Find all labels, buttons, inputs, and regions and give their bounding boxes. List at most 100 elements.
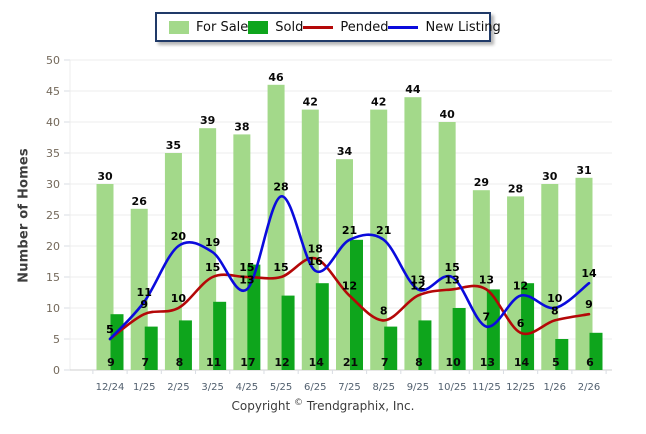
legend-item-sold: Sold bbox=[248, 20, 303, 35]
pended-line-icon bbox=[303, 25, 334, 29]
bar-sold bbox=[247, 264, 261, 370]
new-listing-value-label: 28 bbox=[273, 180, 288, 193]
for-sale-value-label: 30 bbox=[97, 170, 113, 183]
x-axis: 12/24 1/25 2/25 3/25 4/25 5/25 6/25 7/25 8/25 9/2… bbox=[92, 370, 607, 393]
y-tick-label: 5 bbox=[53, 333, 60, 346]
bar-for-sale bbox=[130, 208, 148, 370]
pended-value-label: 12 bbox=[410, 280, 425, 293]
new-listing-value-label: 13 bbox=[239, 273, 254, 286]
copyright-text: Copyright bbox=[231, 399, 291, 413]
legend-label: Pended bbox=[340, 19, 389, 35]
y-axis-title: Number of Homes bbox=[16, 148, 32, 283]
pended-value-label: 8 bbox=[380, 304, 388, 317]
y-tick-label: 45 bbox=[46, 85, 60, 98]
pended-value-label: 15 bbox=[239, 261, 254, 274]
x-tick-label: 11/25 bbox=[472, 382, 501, 393]
bar-for-sale bbox=[507, 196, 525, 370]
bar-sold bbox=[418, 320, 432, 370]
x-tick-label: 2/26 bbox=[578, 382, 600, 393]
new-listing-value-label: 14 bbox=[581, 267, 597, 280]
y-tick-label: 10 bbox=[46, 302, 60, 315]
legend: For Sale Sold Pended New Listing bbox=[155, 12, 501, 42]
x-tick-label: 5/25 bbox=[270, 382, 292, 393]
for-sale-swatch-icon bbox=[169, 20, 189, 34]
x-tick-label: 3/25 bbox=[201, 382, 223, 393]
sold-value-label: 21 bbox=[343, 356, 358, 369]
bar-for-sale bbox=[96, 184, 114, 370]
for-sale-value-label: 35 bbox=[166, 139, 181, 152]
pended-value-label: 6 bbox=[517, 317, 525, 330]
y-tick-label: 15 bbox=[46, 271, 60, 284]
bar-sold bbox=[315, 283, 329, 370]
bar-sold bbox=[555, 339, 569, 370]
copyright: Copyright © Trendgraphix, Inc. bbox=[0, 398, 646, 413]
y-tick-label: 20 bbox=[46, 240, 60, 253]
bar-for-sale bbox=[164, 153, 182, 370]
legend-label: For Sale bbox=[196, 19, 249, 35]
x-tick-label: 4/25 bbox=[236, 382, 258, 393]
for-sale-value-label: 44 bbox=[405, 83, 421, 96]
for-sale-value-label: 31 bbox=[576, 164, 591, 177]
pended-value-label: 13 bbox=[479, 273, 494, 286]
pended-value-label: 9 bbox=[140, 298, 148, 311]
bar-for-sale bbox=[267, 84, 285, 371]
line-new-listing bbox=[108, 195, 591, 341]
sold-value-label: 14 bbox=[514, 356, 530, 369]
pended-value-label: 15 bbox=[273, 261, 288, 274]
pended-value-label: 13 bbox=[444, 273, 459, 286]
legend-item-pended: Pended bbox=[303, 20, 388, 35]
bar-sold bbox=[486, 289, 500, 370]
for-sale-value-label: 42 bbox=[371, 96, 386, 109]
x-tick-label: 8/25 bbox=[372, 382, 394, 393]
x-tick-label: 1/26 bbox=[544, 382, 566, 393]
pended-value-label: 10 bbox=[171, 292, 187, 305]
bar-sold bbox=[452, 308, 466, 370]
sold-value-label: 11 bbox=[206, 356, 221, 369]
sold-value-label: 17 bbox=[240, 356, 255, 369]
bar-sold bbox=[384, 326, 398, 370]
legend-item-for-sale: For Sale bbox=[169, 20, 248, 35]
x-tick-label: 2/25 bbox=[167, 382, 189, 393]
x-tick-label: 12/24 bbox=[96, 382, 125, 393]
sold-value-label: 13 bbox=[480, 356, 495, 369]
for-sale-value-label: 29 bbox=[474, 176, 489, 189]
new-listing-line-icon bbox=[388, 25, 419, 29]
legend-label: New Listing bbox=[425, 19, 501, 35]
sold-value-label: 5 bbox=[552, 356, 560, 369]
pended-value-label: 12 bbox=[342, 280, 357, 293]
new-listing-value-label: 16 bbox=[308, 255, 324, 268]
sold-value-label: 9 bbox=[107, 356, 115, 369]
bar-for-sale bbox=[336, 159, 353, 370]
x-tick-label: 6/25 bbox=[304, 382, 326, 393]
new-listing-value-label: 13 bbox=[410, 273, 425, 286]
copyright-company: Trendgraphix, Inc. bbox=[306, 399, 415, 413]
bar-for-sale bbox=[301, 109, 319, 370]
new-listing-value-label: 20 bbox=[171, 230, 187, 243]
bar-sold bbox=[281, 295, 295, 370]
x-tick-label: 12/25 bbox=[506, 382, 535, 393]
y-tick-label: 0 bbox=[53, 364, 60, 377]
x-tick-label: 9/25 bbox=[407, 382, 429, 393]
line-pended bbox=[108, 256, 591, 341]
new-listing-value-label: 21 bbox=[376, 224, 391, 237]
sold-value-label: 8 bbox=[176, 356, 184, 369]
sold-value-label: 10 bbox=[445, 356, 461, 369]
new-listing-value-label: 11 bbox=[137, 286, 152, 299]
for-sale-value-label: 34 bbox=[337, 145, 353, 158]
legend-item-new-listing: New Listing bbox=[388, 19, 501, 35]
new-listing-value-label: 12 bbox=[513, 280, 528, 293]
sold-value-label: 6 bbox=[586, 356, 594, 369]
new-listing-value-label: 5 bbox=[106, 323, 114, 336]
copyright-symbol: © bbox=[294, 398, 304, 408]
pended-value-label: 9 bbox=[585, 298, 593, 311]
bars-sold bbox=[110, 239, 603, 370]
pended-value-label: 5 bbox=[106, 323, 114, 336]
sold-value-label: 7 bbox=[141, 356, 149, 369]
bar-for-sale bbox=[233, 134, 251, 370]
for-sale-value-label: 42 bbox=[303, 96, 318, 109]
x-tick-label: 1/25 bbox=[133, 382, 155, 393]
new-listing-value-label: 15 bbox=[444, 261, 459, 274]
y-tick-label: 30 bbox=[46, 178, 60, 191]
